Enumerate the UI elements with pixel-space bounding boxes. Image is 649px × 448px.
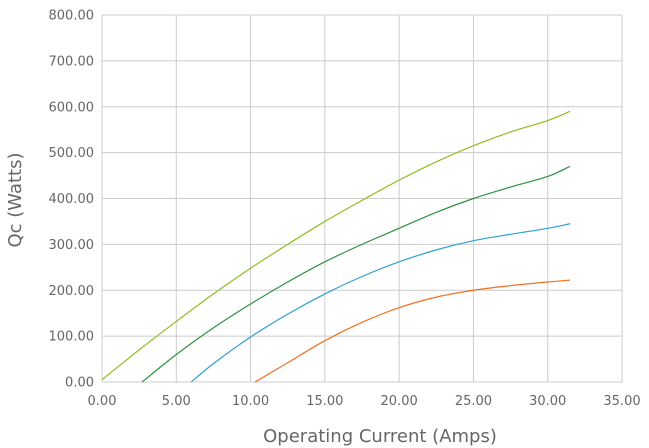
x-tick-label: 10.00: [232, 394, 269, 409]
y-tick-label: 200.00: [49, 284, 95, 299]
y-tick-label: 700.00: [49, 54, 95, 69]
y-tick-label: 500.00: [49, 146, 95, 161]
y-tick-label: 0.00: [65, 376, 94, 391]
x-tick-label: 15.00: [306, 394, 343, 409]
y-tick-label: 800.00: [49, 9, 95, 24]
y-tick-label: 100.00: [49, 330, 95, 345]
x-tick-label: 5.00: [162, 394, 191, 409]
series-line: [254, 279, 571, 383]
x-tick-label: 20.00: [381, 394, 418, 409]
x-tick-label: 0.00: [88, 394, 117, 409]
x-tick-labels: 0.00 5.00 10.00 15.00 20.00 25.00 30.00 35.00: [88, 394, 641, 409]
y-tick-label: 400.00: [49, 192, 95, 207]
series-line: [101, 110, 571, 381]
y-tick-label: 600.00: [49, 100, 95, 115]
y-tick-labels: 0.00 100.00 200.00 300.00 400.00 500.00 600.00…: [49, 9, 95, 391]
x-tick-label: 25.00: [455, 394, 492, 409]
series-line: [141, 165, 571, 383]
grid: [101, 14, 623, 383]
y-tick-label: 300.00: [49, 238, 95, 253]
series-line: [190, 223, 571, 383]
x-tick-label: 35.00: [603, 394, 640, 409]
series-group: [101, 110, 571, 383]
x-tick-label: 30.00: [529, 394, 566, 409]
x-axis-title: Operating Current (Amps): [263, 426, 497, 447]
y-axis-title: Qc (Watts): [5, 152, 26, 247]
